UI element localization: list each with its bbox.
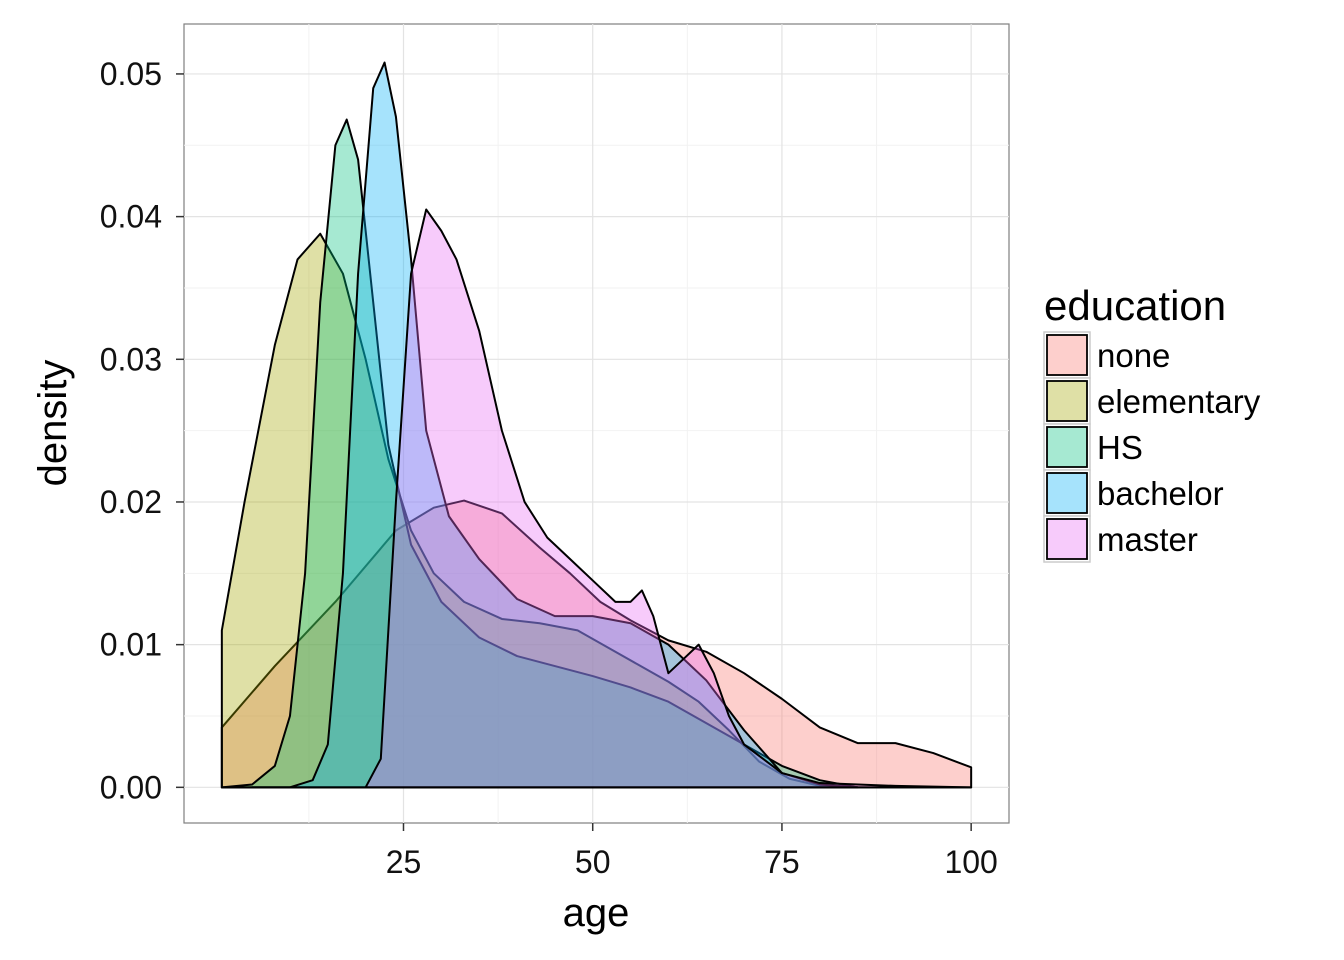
density-areas bbox=[220, 61, 973, 789]
density-area-elementary bbox=[220, 232, 859, 789]
legend-label: none bbox=[1097, 337, 1170, 374]
legend-label: HS bbox=[1097, 429, 1143, 466]
plot-panel bbox=[183, 23, 1010, 824]
x-tick-label: 75 bbox=[764, 844, 800, 880]
y-tick-label: 0.01 bbox=[100, 627, 162, 663]
y-tick-label: 0.05 bbox=[100, 56, 162, 92]
density-area-none bbox=[220, 499, 973, 789]
legend-key-background bbox=[1043, 515, 1091, 563]
legend-key-background bbox=[1043, 331, 1091, 379]
y-tick-label: 0.04 bbox=[100, 199, 162, 235]
legend-key-swatch bbox=[1046, 426, 1088, 468]
legend-label: elementary bbox=[1097, 383, 1261, 420]
x-axis: 25 50 75 100 bbox=[386, 823, 998, 880]
legend-key-swatch bbox=[1046, 518, 1088, 560]
density-area-master bbox=[364, 208, 973, 789]
legend: education none elementary HS bachelor master bbox=[1043, 282, 1261, 563]
y-tick-label: 0.00 bbox=[100, 769, 162, 805]
legend-key-swatch bbox=[1046, 334, 1088, 376]
x-tick-label: 50 bbox=[575, 844, 611, 880]
x-tick-label: 100 bbox=[944, 844, 997, 880]
legend-key-background bbox=[1043, 377, 1091, 425]
legend-title: education bbox=[1044, 282, 1226, 329]
legend-label: bachelor bbox=[1097, 475, 1224, 512]
legend-key-background bbox=[1043, 469, 1091, 517]
x-axis-title: age bbox=[563, 891, 630, 935]
y-tick-label: 0.02 bbox=[100, 484, 162, 520]
density-area-bachelor bbox=[251, 61, 859, 789]
legend-key-swatch bbox=[1046, 472, 1088, 514]
legend-key-background bbox=[1043, 423, 1091, 471]
legend-label: master bbox=[1097, 521, 1198, 558]
y-axis: 0.00 0.01 0.02 0.03 0.04 0.05 bbox=[100, 56, 184, 805]
minor-gridlines bbox=[184, 24, 1009, 823]
legend-key-swatch bbox=[1046, 380, 1088, 422]
y-tick-label: 0.03 bbox=[100, 341, 162, 377]
y-axis-title: density bbox=[31, 360, 75, 487]
x-tick-label: 25 bbox=[386, 844, 422, 880]
